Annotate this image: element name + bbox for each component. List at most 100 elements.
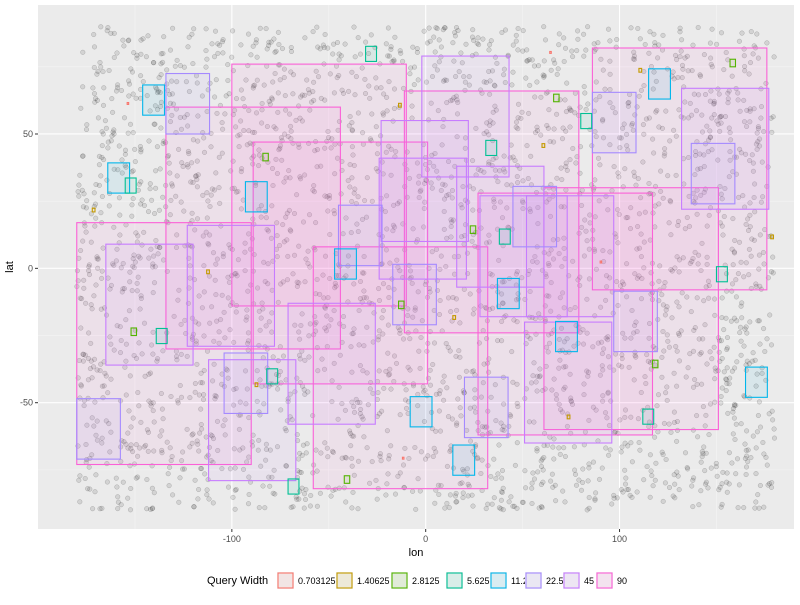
data-point (392, 491, 399, 497)
data-point (446, 505, 452, 511)
data-point (463, 41, 469, 47)
query-box (599, 260, 603, 264)
data-point (742, 326, 748, 332)
data-point (141, 444, 147, 450)
data-point (193, 173, 199, 179)
data-point (215, 41, 221, 47)
data-point (153, 168, 159, 174)
data-point (724, 489, 730, 495)
data-point (303, 450, 309, 456)
query-box (421, 55, 510, 178)
data-point (603, 445, 609, 451)
data-point (754, 429, 760, 435)
data-point (115, 499, 121, 505)
data-point (486, 47, 492, 53)
data-point (167, 464, 173, 470)
data-point (555, 66, 561, 72)
query-box (223, 352, 269, 415)
data-point (674, 438, 680, 444)
data-point (121, 43, 127, 49)
data-point (349, 505, 355, 511)
data-point (489, 272, 495, 278)
data-point (752, 357, 758, 363)
data-point (623, 475, 629, 481)
data-point (730, 431, 736, 437)
data-point (719, 355, 725, 362)
data-point (453, 24, 460, 31)
data-point (702, 468, 708, 474)
data-point (529, 57, 535, 63)
data-point (550, 444, 556, 450)
query-box (512, 185, 558, 248)
data-point (582, 90, 588, 96)
data-point (229, 54, 235, 60)
data-point (490, 305, 496, 311)
data-point (729, 368, 735, 374)
legend-key (525, 572, 542, 589)
data-point (671, 409, 677, 415)
data-point (560, 488, 566, 494)
data-point (84, 198, 90, 204)
data-point (502, 169, 508, 175)
data-point (599, 465, 605, 471)
data-point (712, 296, 718, 302)
data-point (260, 483, 266, 489)
data-point (92, 399, 98, 405)
data-point (78, 105, 84, 111)
data-point (717, 128, 723, 134)
data-point (272, 491, 278, 497)
data-point (415, 289, 421, 295)
data-point (225, 274, 231, 280)
data-point (556, 42, 562, 48)
data-point (137, 143, 143, 150)
data-point (216, 329, 222, 335)
data-point (373, 75, 379, 81)
data-point (470, 503, 476, 509)
data-point (130, 168, 136, 174)
data-point (724, 470, 730, 476)
data-point (395, 264, 401, 270)
data-point (709, 64, 715, 70)
data-point (734, 359, 740, 365)
data-point (573, 482, 580, 488)
data-point (726, 450, 732, 456)
data-point (105, 139, 111, 145)
data-point (220, 251, 226, 257)
data-point (207, 203, 213, 210)
data-point (302, 35, 308, 41)
data-point (736, 38, 742, 44)
data-point (545, 349, 551, 355)
query-box (254, 382, 259, 388)
data-point (103, 125, 109, 131)
data-point (473, 125, 479, 131)
data-point (98, 64, 104, 70)
data-point (538, 94, 544, 100)
data-point (583, 47, 589, 53)
data-point (96, 182, 102, 188)
data-point (423, 177, 429, 183)
data-point (280, 222, 286, 228)
data-point (272, 70, 278, 77)
data-point (644, 464, 650, 470)
data-point (194, 80, 200, 86)
grid-minor (38, 5, 794, 529)
data-point (431, 34, 437, 40)
data-point (386, 294, 392, 301)
data-point (563, 160, 569, 166)
data-point (460, 490, 466, 496)
data-point (196, 486, 202, 493)
data-point (93, 215, 99, 221)
data-point (294, 279, 300, 285)
data-point (634, 489, 640, 495)
data-point (648, 468, 654, 474)
data-point (383, 247, 389, 253)
data-point (695, 24, 701, 31)
data-point (135, 389, 141, 396)
data-point (442, 25, 448, 31)
data-point (317, 490, 323, 496)
data-point (522, 468, 528, 474)
data-point (400, 58, 406, 64)
data-point (689, 483, 695, 489)
data-point (111, 30, 117, 36)
data-point (298, 176, 304, 182)
